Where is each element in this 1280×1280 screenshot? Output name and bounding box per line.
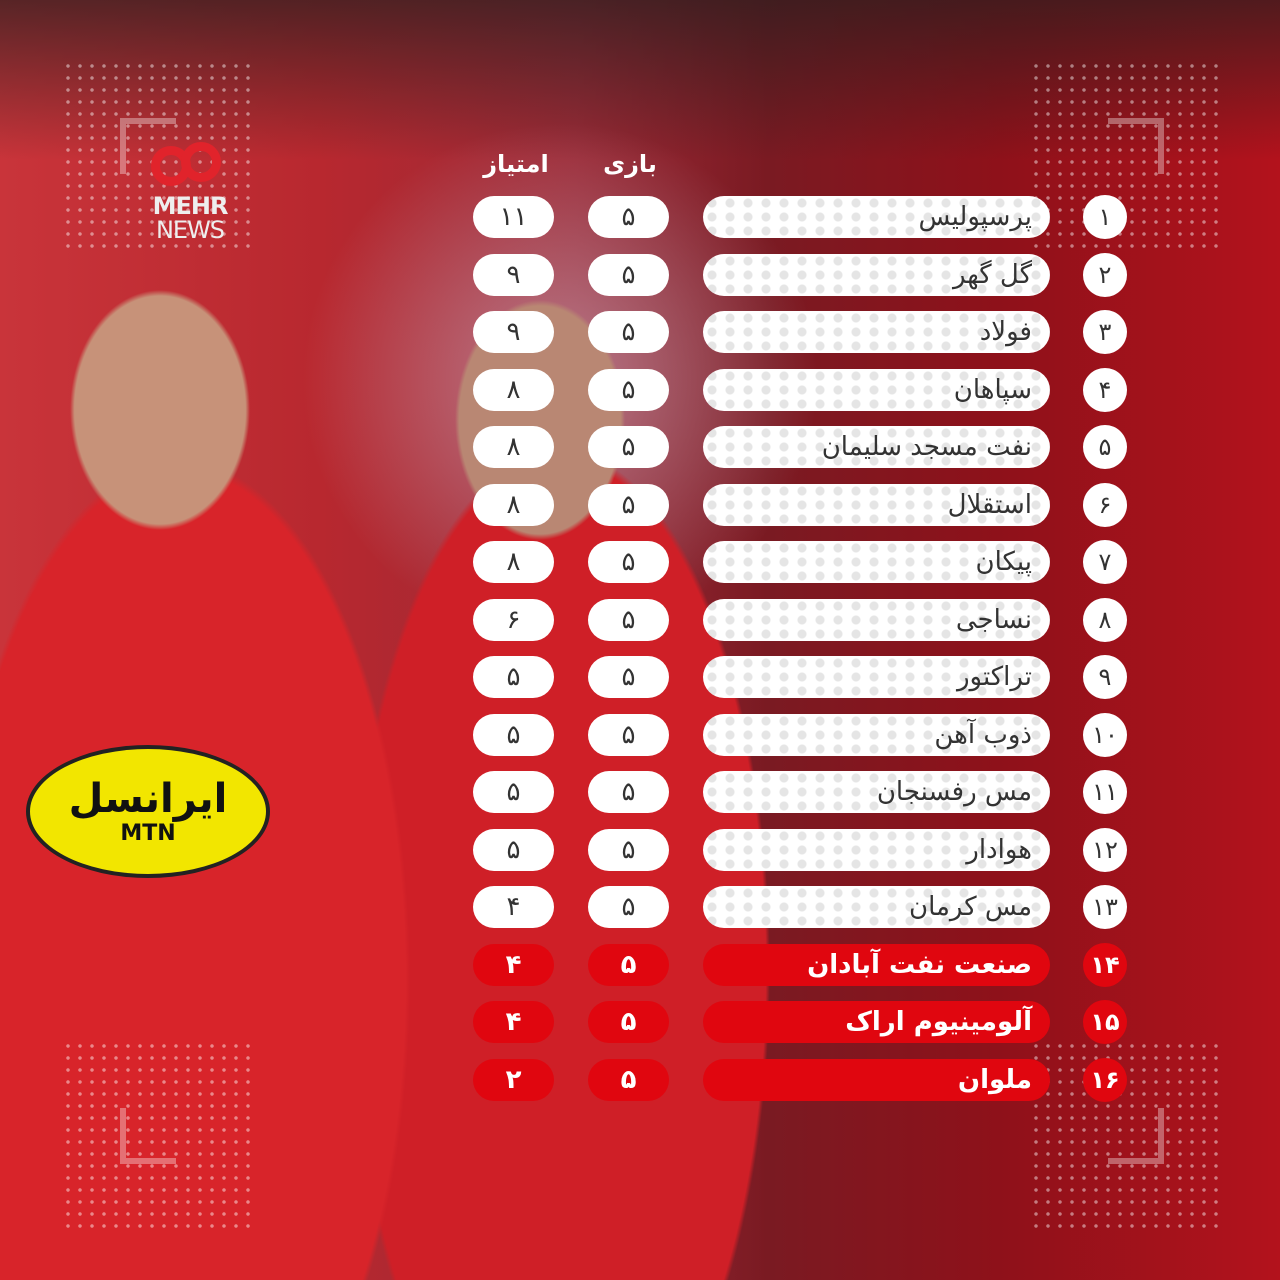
games-played: ۵ [588, 311, 669, 353]
table-row: ۵ نفت مسجد سلیمان ۵ ۸ [0, 425, 1280, 469]
points: ۵ [473, 828, 554, 871]
sponsor-text: ایرانسل [68, 776, 228, 822]
team-name: گل گهر [703, 253, 1050, 296]
rank-badge: ۴ [1083, 367, 1127, 412]
corner-frame-bottom-left [120, 1108, 176, 1164]
games-played: ۵ [588, 828, 669, 871]
table-row: ۴ سپاهان ۵ ۸ [0, 367, 1280, 412]
table-row: ۱۵ آلومینیوم اراک ۵ ۴ [0, 1000, 1280, 1044]
rank-badge: ۱۰ [1083, 712, 1127, 757]
rank-badge-bg [1083, 942, 1127, 987]
sponsor-sub: MTN [120, 821, 176, 846]
rank-badge: ۳ [1083, 310, 1127, 354]
games-played: ۵ [588, 656, 669, 698]
rank-badge: ۱ [1083, 195, 1127, 239]
points: ۹ [473, 311, 554, 353]
points: ۵ [473, 656, 554, 698]
team-name: صنعت نفت آبادان [703, 943, 1050, 986]
games-played: ۵ [588, 196, 669, 238]
team-name: هوادار [703, 828, 1050, 871]
table-row: ۷ پیکان ۵ ۸ [0, 540, 1280, 584]
logo-text-news: NEWS [155, 216, 225, 244]
team-name: مس رفسنجان [703, 771, 1050, 813]
games-played: ۵ [588, 483, 669, 526]
points: ۲ [473, 1058, 554, 1101]
points: ۸ [473, 426, 554, 468]
mehr-news-logo: MEHR NEWS [140, 140, 240, 242]
games-played: ۵ [588, 713, 669, 756]
mehr-logo-icon [147, 140, 233, 190]
rank-badge: ۹ [1083, 655, 1127, 699]
points: ۱۱ [473, 196, 554, 238]
games-played: ۵ [588, 1001, 669, 1043]
rank-badge: ۶ [1083, 482, 1127, 527]
rank-badge: ۸ [1083, 597, 1127, 642]
rank-badge: ۷ [1083, 540, 1127, 584]
corner-frame-bottom-right [1108, 1108, 1164, 1164]
points: ۶ [473, 598, 554, 641]
games-played: ۵ [588, 598, 669, 641]
team-name: نساجی [703, 598, 1050, 641]
table-row: ۸ نساجی ۵ ۶ [0, 597, 1280, 642]
points: ۸ [473, 368, 554, 411]
games-played: ۵ [588, 368, 669, 411]
games-played: ۵ [588, 943, 669, 986]
header-games: بازی [603, 150, 657, 178]
corner-frame-top-left [120, 118, 176, 174]
points: ۸ [473, 483, 554, 526]
games-played: ۵ [588, 541, 669, 583]
table-row: ۶ استقلال ۵ ۸ [0, 482, 1280, 527]
rank-badge: ۱۱ [1083, 770, 1127, 814]
rank-badge: ۱۵ [1090, 1008, 1120, 1036]
team-name: فولاد [703, 311, 1050, 353]
table-row: ۹ تراکتور ۵ ۵ [0, 655, 1280, 699]
table-row: ۱۱ مس رفسنجان ۵ ۵ [0, 770, 1280, 814]
table-row: ۲ گل گهر ۵ ۹ [0, 252, 1280, 297]
dot-pattern-bottom-left [62, 1040, 252, 1230]
team-name: آلومینیوم اراک [703, 1001, 1050, 1043]
team-name: تراکتور [703, 656, 1050, 698]
points: ۵ [473, 771, 554, 813]
corner-frame-top-right [1108, 118, 1164, 174]
team-name: ملوان [703, 1058, 1050, 1101]
games-played: ۵ [588, 253, 669, 296]
team-name: مس کرمان [703, 886, 1050, 928]
team-name: سپاهان [703, 368, 1050, 411]
team-name: ذوب آهن [703, 713, 1050, 756]
table-row: ۱۴ صنعت نفت آبادان ۵ ۴ [0, 942, 1280, 987]
games-played: ۵ [588, 771, 669, 813]
rank-badge: ۱۳ [1083, 885, 1127, 929]
rank-badge: ۱۴ [1090, 950, 1120, 979]
rank-badge-bg [1083, 1057, 1127, 1102]
points: ۴ [473, 886, 554, 928]
rank-badge: ۵ [1083, 425, 1127, 469]
rank-badge-bg [1083, 1000, 1127, 1044]
games-played: ۵ [588, 426, 669, 468]
table-row: ۱۶ ملوان ۵ ۲ [0, 1057, 1280, 1102]
table-row: ۱۲ هوادار ۵ ۵ [0, 827, 1280, 872]
games-played: ۵ [588, 886, 669, 928]
logo-text-mehr: MEHR [152, 192, 229, 220]
points: ۹ [473, 253, 554, 296]
games-played: ۵ [588, 1058, 669, 1101]
table-row: ۱۰ ذوب آهن ۵ ۵ [0, 712, 1280, 757]
team-name: استقلال [703, 483, 1050, 526]
points: ۸ [473, 541, 554, 583]
header-points: امتیاز [483, 150, 549, 178]
points: ۴ [473, 943, 554, 986]
points: ۴ [473, 1001, 554, 1043]
rank-badge: ۱۲ [1083, 827, 1127, 872]
table-row: ۱۳ مس کرمان ۵ ۴ [0, 885, 1280, 929]
rank-badge: ۲ [1083, 252, 1127, 297]
table-row: ۳ فولاد ۵ ۹ [0, 310, 1280, 354]
team-name: پیکان [703, 541, 1050, 583]
team-name: پرسپولیس [703, 196, 1050, 238]
sponsor-badge: ایرانسل MTN [26, 745, 270, 878]
points: ۵ [473, 713, 554, 756]
rank-badge: ۱۶ [1090, 1065, 1120, 1094]
table-row: ۱ پرسپولیس ۵ ۱۱ [0, 195, 1280, 239]
team-name: نفت مسجد سلیمان [703, 426, 1050, 468]
